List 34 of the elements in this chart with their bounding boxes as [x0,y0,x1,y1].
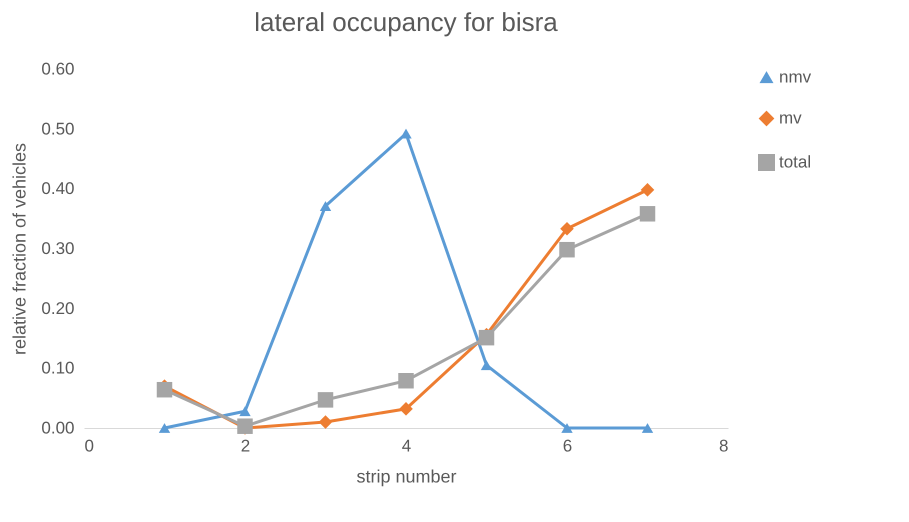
chart-title: lateral occupancy for bisra [254,7,558,37]
legend-label: total [779,152,812,172]
point [642,423,654,433]
point [640,183,654,197]
x-tick-label: 0 [84,436,94,456]
y-tick-label: 0.40 [41,179,74,198]
point [561,423,573,433]
y-tick-label: 0.30 [41,239,74,258]
point [559,242,575,258]
point [318,392,334,408]
legend-label: nmv [779,68,812,86]
y-axis-title: relative fraction of vehicles [9,142,30,356]
point [399,402,413,416]
y-tick-label: 0.20 [41,298,74,318]
x-tick-label: 2 [240,436,250,456]
point [560,222,574,236]
x-axis-title: strip number [356,466,457,486]
y-tick-label: 0.50 [41,119,74,138]
y-tick-label: 0.60 [41,60,74,78]
x-tick-label: 8 [719,436,728,456]
point [478,330,494,346]
point [158,423,170,433]
point [318,415,332,429]
point [480,360,492,370]
point [237,418,253,434]
legend-label: mv [779,108,802,128]
point [398,372,414,388]
x-tick-label: 6 [562,436,572,456]
point [239,406,251,416]
point [320,201,332,211]
y-tick-label: 0.00 [41,418,74,438]
point [640,206,656,222]
y-tick-label: 0.10 [41,358,74,378]
x-tick-label: 4 [402,436,412,456]
